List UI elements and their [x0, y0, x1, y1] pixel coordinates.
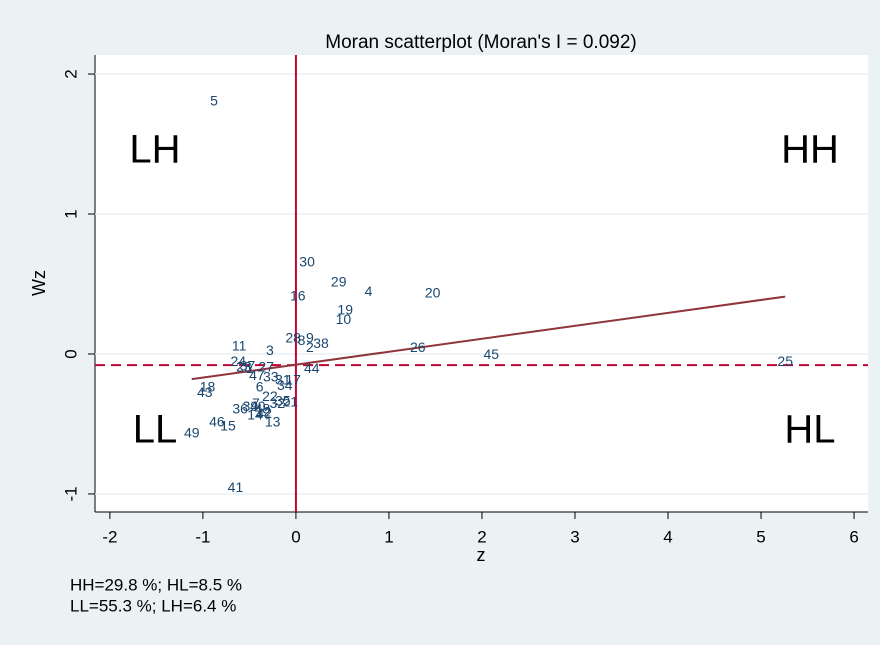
x-tick-label: 1 — [384, 527, 393, 546]
point-label: 11 — [232, 338, 247, 354]
point-label: 37 — [240, 357, 256, 373]
point-label: 30 — [299, 254, 315, 270]
x-tick-label: 4 — [663, 527, 672, 546]
point-label: 25 — [777, 353, 793, 369]
quadrant-label: LL — [133, 408, 178, 452]
point-label: 35 — [275, 392, 291, 408]
point-label: 41 — [228, 479, 244, 495]
x-tick-label: -1 — [195, 527, 210, 546]
point-label: 26 — [410, 339, 426, 355]
chart-title: Moran scatterplot (Moran's I = 0.092) — [325, 32, 636, 53]
y-tick-label: 2 — [61, 69, 80, 78]
point-label: 38 — [313, 335, 329, 351]
point-label: 10 — [336, 311, 352, 327]
point-label: 49 — [184, 424, 200, 440]
point-label: 14 — [247, 406, 263, 422]
point-label: 15 — [220, 417, 236, 433]
point-label: 33 — [263, 368, 279, 384]
point-label: 21 — [283, 394, 299, 410]
x-tick-label: 2 — [477, 527, 486, 546]
y-tick-label: 1 — [61, 209, 80, 218]
point-label: 39 — [243, 398, 259, 414]
note: HH=29.8 %; HL=8.5 % — [70, 575, 242, 594]
point-label: 42 — [257, 405, 273, 421]
point-label: 40 — [250, 398, 266, 414]
x-tick-label: 0 — [291, 527, 300, 546]
point-label: 47 — [249, 367, 265, 383]
point-label: 32 — [270, 395, 286, 411]
point-label: 3 — [266, 342, 274, 358]
x-axis-label: z — [477, 545, 486, 565]
point-label: 7 — [252, 395, 260, 411]
point-label: 34 — [277, 377, 293, 393]
quadrant-label: LH — [129, 128, 180, 172]
point-label: 31 — [275, 371, 291, 387]
x-tick-label: 6 — [849, 527, 858, 546]
point-label: 5 — [210, 93, 218, 109]
point-label: 4 — [365, 283, 373, 299]
point-label: 19 — [337, 301, 353, 317]
fit-line — [191, 295, 786, 381]
y-tick-label: -1 — [61, 486, 80, 501]
y-axis-label: Wz — [29, 270, 49, 296]
point-label: 17 — [285, 371, 301, 387]
point-label: 45 — [483, 346, 499, 362]
point-label: 20 — [425, 284, 441, 300]
point-label: 43 — [197, 384, 213, 400]
point-label: 9 — [306, 329, 314, 345]
quadrant-label: HH — [781, 128, 839, 172]
point-label: 8 — [298, 332, 306, 348]
point-label: 48 — [255, 401, 271, 417]
point-label: 2 — [306, 339, 314, 355]
x-tick-label: 3 — [570, 527, 579, 546]
point-label: 18 — [200, 378, 216, 394]
point-label: 12 — [256, 403, 272, 419]
point-label: 22 — [262, 388, 278, 404]
point-label: 16 — [290, 287, 306, 303]
quadrant-label: HL — [784, 408, 835, 452]
point-label: 28 — [285, 329, 301, 345]
plot-area — [95, 55, 868, 512]
point-label: 23 — [236, 359, 252, 375]
point-label: 46 — [209, 413, 225, 429]
point-label: 6 — [256, 378, 264, 394]
x-tick-label: 5 — [756, 527, 765, 546]
y-tick-label: 0 — [61, 349, 80, 358]
point-label: 44 — [304, 360, 320, 376]
point-label: 1 — [246, 360, 254, 376]
point-label: 36 — [232, 401, 248, 417]
point-label: 13 — [265, 413, 281, 429]
point-label: 24 — [230, 353, 246, 369]
x-tick-label: -2 — [102, 527, 117, 546]
point-label: 29 — [331, 273, 347, 289]
point-label: 27 — [258, 359, 274, 375]
note: LL=55.3 %; LH=6.4 % — [70, 596, 236, 615]
